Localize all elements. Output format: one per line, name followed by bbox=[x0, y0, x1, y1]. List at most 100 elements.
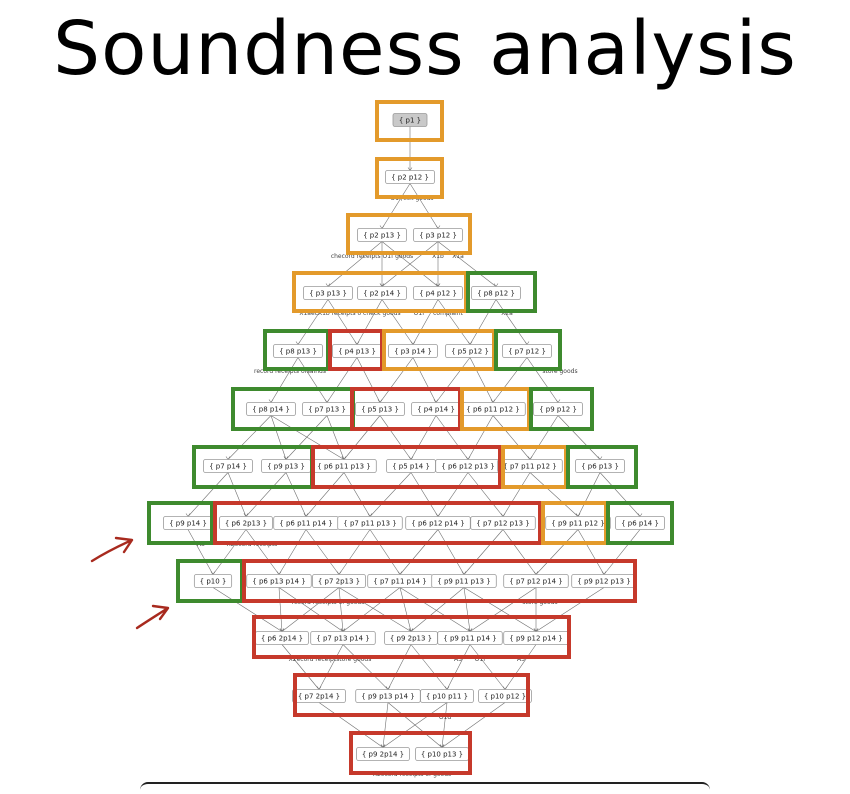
state-node-label: { p8 p12 } bbox=[477, 290, 515, 298]
transition-edge bbox=[557, 415, 601, 460]
state-node-label: { p7 p12 p14 } bbox=[509, 578, 562, 586]
transition-edge bbox=[305, 529, 340, 575]
state-node-box bbox=[545, 516, 611, 530]
transition-edge bbox=[467, 415, 494, 460]
state-node-label: { p5 p13 } bbox=[361, 406, 399, 414]
state-node-box bbox=[193, 574, 233, 588]
state-node: { p9 p11 p14 } bbox=[437, 631, 503, 645]
state-node-label: { p7 2p13 } bbox=[318, 578, 360, 586]
state-node: { p8 p14 } bbox=[246, 402, 296, 416]
state-node-label: { p2 p13 } bbox=[363, 232, 401, 240]
state-node: { p8 p12 } bbox=[471, 286, 521, 300]
transition-edge bbox=[338, 587, 412, 632]
edge-label: O1f bbox=[414, 310, 426, 317]
state-node: { p8 p13 } bbox=[273, 344, 323, 358]
state-node-box bbox=[392, 113, 428, 127]
state-node: { p7 p12 } bbox=[502, 344, 552, 358]
state-node-box bbox=[246, 574, 312, 588]
transition-edge bbox=[446, 644, 471, 690]
state-node: { p10 p11 } bbox=[420, 689, 474, 703]
edge-label: checord receipts O1f goods bbox=[331, 253, 413, 260]
state-node: { p7 2p14 } bbox=[292, 689, 346, 703]
transition-edge bbox=[381, 241, 439, 287]
state-node: { p10 p12 } bbox=[478, 689, 532, 703]
transition-edge bbox=[245, 472, 287, 517]
state-node-box bbox=[413, 286, 463, 300]
state-node-label: { p3 p13 } bbox=[309, 290, 347, 298]
transition-edge bbox=[435, 357, 471, 403]
state-node-label: { p6 p11 p12 } bbox=[466, 406, 519, 414]
transition-edge bbox=[469, 357, 494, 403]
state-node-box bbox=[246, 402, 296, 416]
state-node-label: { p5 p12 } bbox=[451, 348, 489, 356]
state-node-label: { p9 p13 } bbox=[267, 463, 305, 471]
transition-edge bbox=[270, 415, 287, 460]
transition-edge bbox=[437, 241, 497, 287]
state-node-box bbox=[388, 344, 438, 358]
state-node-label: { p7 p11 p13 } bbox=[343, 520, 396, 528]
annotations-layer bbox=[90, 536, 170, 630]
transition-arrowhead bbox=[524, 341, 530, 346]
transition-edge bbox=[577, 472, 601, 517]
state-node-label: { p7 p13 p14 } bbox=[316, 635, 369, 643]
state-node: { p3 p14 } bbox=[388, 344, 438, 358]
edge-label: O1d bbox=[439, 714, 452, 721]
highlight-box-green bbox=[466, 271, 537, 313]
state-node-label: { p9 p12 p14 } bbox=[509, 635, 562, 643]
state-node-label: { p7 p11 p14 } bbox=[373, 578, 426, 586]
state-node: { p9 p13 } bbox=[261, 459, 311, 473]
transition-edge bbox=[410, 472, 439, 517]
transition-edge bbox=[526, 357, 559, 403]
transition-edge bbox=[437, 299, 471, 345]
transition-edge bbox=[409, 183, 439, 229]
state-node-label: { p4 p13 } bbox=[338, 348, 376, 356]
highlight-box-red bbox=[349, 731, 472, 775]
state-node: { p7 p14 } bbox=[203, 459, 253, 473]
state-node-label: { p6 p12 p14 } bbox=[411, 520, 464, 528]
state-node: { p6 p12 p14 } bbox=[405, 516, 471, 530]
transition-edge bbox=[227, 472, 247, 517]
state-node-label: { p8 p13 } bbox=[279, 348, 317, 356]
state-node-box bbox=[203, 459, 253, 473]
highlight-box-red bbox=[242, 559, 637, 603]
transition-edge bbox=[441, 702, 506, 748]
transition-edge bbox=[278, 587, 344, 632]
transition-edge bbox=[410, 587, 465, 632]
edge-label: X2a bbox=[501, 310, 513, 317]
nodes-layer: { p1 } { p2 p12 } { p2 p13 } { p3 p12 } { p3… bbox=[163, 113, 665, 761]
edge-label: record receipts ofsalnds bbox=[254, 368, 326, 375]
transition-edge bbox=[318, 644, 344, 690]
state-node: { p6 p11 p13 } bbox=[311, 459, 377, 473]
state-node: { p7 p13 } bbox=[302, 402, 352, 416]
state-node-label: { p10 } bbox=[200, 578, 227, 586]
state-node-label: { p6 2p14 } bbox=[261, 635, 303, 643]
transition-arrowhead bbox=[555, 399, 561, 404]
state-node-box bbox=[431, 574, 497, 588]
transition-edge bbox=[577, 529, 605, 575]
state-node: { p5 p13 } bbox=[355, 402, 405, 416]
state-node: { p9 p11 p12 } bbox=[545, 516, 611, 530]
state-node-label: { p7 p13 } bbox=[308, 406, 346, 414]
annotation-arrow-upper bbox=[90, 536, 134, 563]
state-node-label: { p10 p12 } bbox=[484, 693, 526, 701]
state-node-label: { p9 p12 p13 } bbox=[577, 578, 630, 586]
state-node: { p7 p11 p14 } bbox=[367, 574, 433, 588]
transition-edge bbox=[245, 529, 280, 575]
state-node-label: { p10 p11 } bbox=[426, 693, 468, 701]
transition-edge bbox=[382, 702, 448, 748]
transition-edge bbox=[278, 587, 283, 632]
transition-edge bbox=[399, 587, 412, 632]
transition-arrowhead bbox=[379, 225, 385, 230]
transition-edge bbox=[326, 357, 358, 403]
state-node: { p6 p13 p14 } bbox=[246, 574, 312, 588]
highlight-box-green bbox=[494, 329, 562, 371]
state-node: { p3 p13 } bbox=[303, 286, 353, 300]
transition-edge bbox=[535, 529, 579, 575]
highlight-box-red bbox=[252, 615, 571, 659]
state-node-box bbox=[533, 402, 583, 416]
state-node: { p2 p12 } bbox=[385, 170, 435, 184]
transition-edge bbox=[463, 587, 471, 632]
transition-edge bbox=[381, 299, 414, 345]
transition-arrowhead bbox=[268, 399, 274, 404]
